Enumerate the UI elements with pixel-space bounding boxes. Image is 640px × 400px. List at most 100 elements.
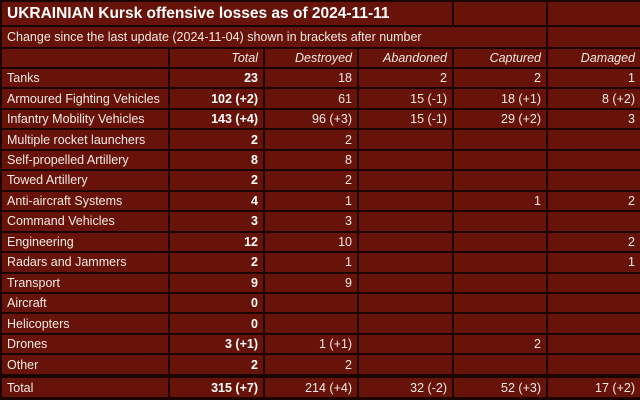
- damaged-value: [546, 210, 640, 233]
- category-label: Anti-aircraft Systems: [0, 189, 170, 213]
- destroyed-value: 1 (+1): [263, 332, 359, 356]
- captured-value: [452, 251, 548, 274]
- captured-value: [452, 353, 548, 376]
- table-row: Radars and Jammers 2 1 1: [0, 251, 640, 274]
- category-label: Towed Artillery: [0, 169, 170, 192]
- category-label: Drones: [0, 332, 170, 356]
- abandoned-value: [357, 291, 454, 315]
- abandoned-value: [357, 332, 454, 356]
- total-row: Total 315 (+7) 214 (+4) 32 (-2) 52 (+3) …: [0, 376, 640, 400]
- total-value: 102 (+2): [168, 87, 265, 110]
- captured-value: [452, 148, 548, 172]
- total-value: 143 (+4): [168, 107, 265, 131]
- damaged-value: [546, 128, 640, 151]
- destroyed-value: 2: [263, 353, 359, 376]
- damaged-value: 2: [546, 189, 640, 213]
- destroyed-value: 61: [263, 87, 359, 110]
- damaged-value: [546, 312, 640, 335]
- column-header-damaged: Damaged: [546, 47, 640, 69]
- table-row: Engineering 12 10 2: [0, 230, 640, 254]
- abandoned-value: [357, 210, 454, 233]
- total-row-destroyed: 214 (+4): [263, 376, 359, 400]
- total-value: 2: [168, 169, 265, 192]
- captured-value: [452, 271, 548, 295]
- column-header-abandoned: Abandoned: [357, 47, 454, 69]
- table-row: Infantry Mobility Vehicles 143 (+4) 96 (…: [0, 107, 640, 131]
- damaged-value: 1: [546, 251, 640, 274]
- total-row-damaged: 17 (+2): [546, 376, 640, 400]
- table-row: Command Vehicles 3 3: [0, 210, 640, 233]
- category-label: Aircraft: [0, 291, 170, 315]
- damaged-value: 2: [546, 230, 640, 254]
- total-value: 0: [168, 291, 265, 315]
- table-subtitle: Change since the last update (2024-11-04…: [0, 25, 548, 49]
- abandoned-value: [357, 128, 454, 151]
- empty-cell: [0, 47, 170, 69]
- table-row: Anti-aircraft Systems 4 1 1 2: [0, 189, 640, 213]
- category-label: Infantry Mobility Vehicles: [0, 107, 170, 131]
- abandoned-value: [357, 148, 454, 172]
- total-value: 9: [168, 271, 265, 295]
- captured-value: [452, 312, 548, 335]
- table-row: Armoured Fighting Vehicles 102 (+2) 61 1…: [0, 87, 640, 110]
- total-row-abandoned: 32 (-2): [357, 376, 454, 400]
- captured-value: [452, 291, 548, 315]
- captured-value: 18 (+1): [452, 87, 548, 110]
- page-title: UKRAINIAN Kursk offensive losses as of 2…: [0, 0, 454, 27]
- total-value: 0: [168, 312, 265, 335]
- column-header-captured: Captured: [452, 47, 548, 69]
- abandoned-value: 15 (-1): [357, 87, 454, 110]
- total-value: 12: [168, 230, 265, 254]
- table-row: Tanks 23 18 2 2 1: [0, 66, 640, 90]
- category-label: Radars and Jammers: [0, 251, 170, 274]
- damaged-value: [546, 332, 640, 356]
- column-header-destroyed: Destroyed: [263, 47, 359, 69]
- damaged-value: [546, 148, 640, 172]
- category-label: Self-propelled Artillery: [0, 148, 170, 172]
- destroyed-value: 1: [263, 189, 359, 213]
- total-value: 2: [168, 251, 265, 274]
- abandoned-value: [357, 169, 454, 192]
- abandoned-value: [357, 271, 454, 295]
- total-value: 3: [168, 210, 265, 233]
- captured-value: [452, 169, 548, 192]
- destroyed-value: 18: [263, 66, 359, 90]
- abandoned-value: [357, 312, 454, 335]
- category-label: Helicopters: [0, 312, 170, 335]
- destroyed-value: [263, 291, 359, 315]
- total-row-total: 315 (+7): [168, 376, 265, 400]
- captured-value: 1: [452, 189, 548, 213]
- captured-value: [452, 230, 548, 254]
- damaged-value: [546, 169, 640, 192]
- total-row-label: Total: [0, 376, 170, 400]
- table-row: Multiple rocket launchers 2 2: [0, 128, 640, 151]
- captured-value: [452, 128, 548, 151]
- destroyed-value: 8: [263, 148, 359, 172]
- total-value: 3 (+1): [168, 332, 265, 356]
- captured-value: 29 (+2): [452, 107, 548, 131]
- total-value: 2: [168, 353, 265, 376]
- damaged-value: 1: [546, 66, 640, 90]
- destroyed-value: [263, 312, 359, 335]
- destroyed-value: 3: [263, 210, 359, 233]
- abandoned-value: [357, 230, 454, 254]
- total-row-captured: 52 (+3): [452, 376, 548, 400]
- abandoned-value: 15 (-1): [357, 107, 454, 131]
- category-label: Other: [0, 353, 170, 376]
- category-label: Tanks: [0, 66, 170, 90]
- table-row: Aircraft 0: [0, 291, 640, 315]
- category-label: Transport: [0, 271, 170, 295]
- destroyed-value: 96 (+3): [263, 107, 359, 131]
- damaged-value: [546, 353, 640, 376]
- damaged-value: [546, 271, 640, 295]
- category-label: Multiple rocket launchers: [0, 128, 170, 151]
- subtitle-row: Change since the last update (2024-11-04…: [0, 25, 640, 49]
- destroyed-value: 2: [263, 128, 359, 151]
- damaged-value: 3: [546, 107, 640, 131]
- captured-value: 2: [452, 66, 548, 90]
- column-header-row: Total Destroyed Abandoned Captured Damag…: [0, 47, 640, 69]
- total-value: 8: [168, 148, 265, 172]
- abandoned-value: [357, 251, 454, 274]
- table-row: Transport 9 9: [0, 271, 640, 295]
